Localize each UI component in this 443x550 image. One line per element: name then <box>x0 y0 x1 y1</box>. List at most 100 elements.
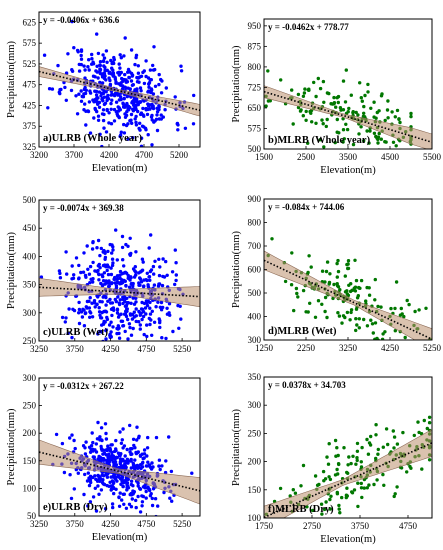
x-tick-label: 3250 <box>30 519 49 529</box>
data-point <box>393 492 397 496</box>
data-point <box>107 484 111 488</box>
data-point <box>328 497 332 502</box>
data-point <box>140 257 145 261</box>
data-point <box>313 474 318 478</box>
data-point <box>355 458 359 463</box>
y-tick-label: 400 <box>23 251 37 261</box>
data-point <box>140 500 145 504</box>
y-axis-label: Precipitation(mm) <box>231 409 242 486</box>
data-point <box>292 308 296 313</box>
data-point <box>70 264 74 268</box>
data-point <box>104 437 109 441</box>
data-point <box>134 300 138 304</box>
data-point <box>383 118 387 123</box>
data-point <box>157 257 161 261</box>
data-point <box>355 449 360 453</box>
data-point <box>386 99 390 103</box>
data-point <box>91 240 95 244</box>
data-point <box>130 121 134 126</box>
data-point <box>141 106 145 111</box>
data-point <box>165 345 168 348</box>
data-point <box>97 310 102 314</box>
data-point <box>152 120 156 124</box>
data-point <box>104 337 108 341</box>
y-axis-label: Precipitation(mm) <box>6 232 17 309</box>
data-point <box>176 303 180 308</box>
data-point <box>392 494 396 499</box>
data-point <box>114 286 119 290</box>
data-point <box>427 458 432 462</box>
data-point <box>122 264 126 268</box>
data-point <box>362 111 366 116</box>
data-point <box>126 337 130 341</box>
x-tick-label: 1750 <box>255 521 274 531</box>
data-point <box>142 69 146 73</box>
data-point <box>111 485 115 489</box>
data-point <box>79 53 83 58</box>
data-point <box>335 467 339 472</box>
data-point <box>150 309 154 313</box>
data-point <box>77 69 82 73</box>
data-point <box>104 90 108 94</box>
data-point <box>93 106 97 111</box>
data-point <box>335 284 340 288</box>
data-point <box>120 272 124 276</box>
data-point <box>353 289 358 293</box>
data-point <box>325 91 330 95</box>
data-point <box>353 258 357 262</box>
data-point <box>123 115 128 120</box>
data-point <box>355 441 360 446</box>
data-point <box>169 469 174 474</box>
data-point <box>365 324 370 328</box>
data-point <box>158 467 162 472</box>
y-tick-label: 500 <box>248 288 262 298</box>
data-point <box>101 59 106 63</box>
data-point <box>131 312 135 317</box>
data-point <box>158 325 162 330</box>
data-point <box>129 118 133 122</box>
data-point <box>421 358 424 361</box>
chart-panel-4: 1250 2250 3250 4250 5250 300 400 500 600 700 800 90… <box>231 194 442 361</box>
panel-label: a)ULRB (Whole year) <box>43 133 143 144</box>
data-point <box>306 141 310 145</box>
data-point <box>162 275 167 279</box>
data-point <box>126 67 131 72</box>
data-point <box>142 284 146 288</box>
x-tick-label: 2250 <box>297 343 316 353</box>
data-point <box>173 282 177 287</box>
data-point <box>120 245 125 250</box>
regression-equation: y = -0.0462x + 778.77 <box>268 22 349 32</box>
data-point <box>157 458 162 462</box>
data-point <box>108 297 112 302</box>
data-point <box>127 108 131 112</box>
data-point <box>60 441 65 446</box>
y-tick-label: 50 <box>27 511 37 521</box>
data-point <box>129 505 134 509</box>
plot-area <box>39 228 200 348</box>
data-point <box>130 74 134 78</box>
data-point <box>91 495 96 499</box>
data-point <box>72 487 77 491</box>
data-point <box>133 105 138 109</box>
data-point <box>354 462 358 466</box>
data-point <box>346 463 350 467</box>
data-point <box>111 60 115 65</box>
data-point <box>124 80 128 84</box>
data-point <box>322 507 327 512</box>
data-point <box>68 473 72 477</box>
data-point <box>417 430 421 435</box>
y-tick-label: 150 <box>248 485 262 495</box>
data-point <box>183 126 188 130</box>
data-point <box>115 91 120 96</box>
x-tick-label: 4500 <box>381 152 400 162</box>
data-point <box>320 118 324 122</box>
data-point <box>299 484 303 488</box>
y-tick-label: 375 <box>23 121 37 131</box>
x-tick-label: 5200 <box>170 150 189 160</box>
x-tick-label: 1500 <box>255 152 274 162</box>
data-point <box>408 464 412 469</box>
data-point <box>85 299 90 304</box>
data-point <box>376 447 380 452</box>
data-point <box>290 251 294 255</box>
data-point <box>146 435 150 440</box>
